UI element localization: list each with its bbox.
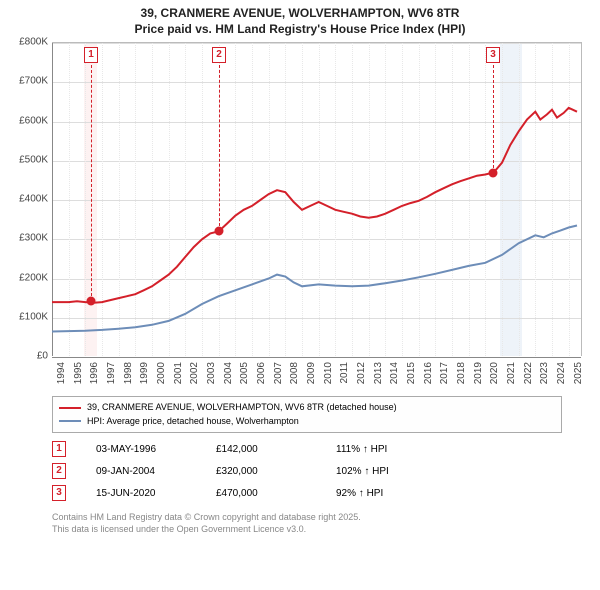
legend-swatch — [59, 407, 81, 409]
x-axis-label: 1999 — [139, 362, 150, 384]
x-axis-label: 2000 — [156, 362, 167, 384]
marker-table-price: £470,000 — [216, 488, 306, 499]
x-axis-label: 2017 — [439, 362, 450, 384]
x-axis-label: 2016 — [423, 362, 434, 384]
series-hpi — [52, 226, 577, 332]
marker-table: 1 03-MAY-1996 £142,000 111% ↑ HPI 2 09-JAN-20… — [52, 438, 426, 504]
footnote: Contains HM Land Registry data © Crown c… — [52, 512, 361, 535]
y-axis-label: £200K — [0, 272, 48, 283]
chart-container: 39, CRANMERE AVENUE, WOLVERHAMPTON, WV6 … — [0, 0, 600, 590]
marker-dot — [87, 297, 96, 306]
x-axis-label: 2025 — [573, 362, 584, 384]
y-axis-label: £800K — [0, 37, 48, 48]
x-axis-label: 2003 — [206, 362, 217, 384]
marker-line — [493, 65, 494, 173]
title-line-2: Price paid vs. HM Land Registry's House … — [0, 22, 600, 38]
x-axis-label: 2009 — [306, 362, 317, 384]
legend-swatch — [59, 420, 81, 422]
marker-box: 2 — [212, 47, 226, 63]
x-axis-label: 1998 — [123, 362, 134, 384]
title-line-1: 39, CRANMERE AVENUE, WOLVERHAMPTON, WV6 … — [0, 6, 600, 22]
footnote-line-2: This data is licensed under the Open Gov… — [52, 524, 361, 536]
legend-row: HPI: Average price, detached house, Wolv… — [59, 415, 555, 429]
chart-plot-area: 1 2 3 — [52, 42, 582, 356]
x-axis-label: 2014 — [389, 362, 400, 384]
title-block: 39, CRANMERE AVENUE, WOLVERHAMPTON, WV6 … — [0, 0, 600, 39]
x-axis-label: 1996 — [89, 362, 100, 384]
legend-label: HPI: Average price, detached house, Wolv… — [87, 415, 299, 429]
marker-table-price: £142,000 — [216, 444, 306, 455]
x-axis-label: 1997 — [106, 362, 117, 384]
x-axis-label: 2021 — [506, 362, 517, 384]
legend: 39, CRANMERE AVENUE, WOLVERHAMPTON, WV6 … — [52, 396, 562, 433]
x-axis-label: 2012 — [356, 362, 367, 384]
y-axis-label: £500K — [0, 154, 48, 165]
y-axis-label: £0 — [0, 351, 48, 362]
x-axis-label: 2018 — [456, 362, 467, 384]
marker-table-pct: 92% ↑ HPI — [336, 488, 426, 499]
y-axis-label: £100K — [0, 311, 48, 322]
x-axis-label: 2006 — [256, 362, 267, 384]
footnote-line-1: Contains HM Land Registry data © Crown c… — [52, 512, 361, 524]
x-axis-label: 2015 — [406, 362, 417, 384]
marker-box: 1 — [84, 47, 98, 63]
legend-label: 39, CRANMERE AVENUE, WOLVERHAMPTON, WV6 … — [87, 401, 397, 415]
marker-table-box: 1 — [52, 441, 66, 457]
x-axis-label: 2001 — [173, 362, 184, 384]
marker-table-row: 1 03-MAY-1996 £142,000 111% ↑ HPI — [52, 438, 426, 460]
x-axis-label: 2024 — [556, 362, 567, 384]
series-svg — [52, 43, 582, 357]
x-axis-label: 2008 — [289, 362, 300, 384]
marker-line — [219, 65, 220, 231]
x-axis-label: 2019 — [473, 362, 484, 384]
marker-table-date: 15-JUN-2020 — [96, 488, 186, 499]
marker-line — [91, 65, 92, 301]
x-axis-label: 2002 — [189, 362, 200, 384]
marker-table-price: £320,000 — [216, 466, 306, 477]
y-gridline — [52, 357, 581, 358]
y-axis-label: £400K — [0, 194, 48, 205]
marker-dot — [215, 227, 224, 236]
x-axis-label: 2011 — [339, 362, 350, 384]
marker-table-pct: 102% ↑ HPI — [336, 466, 426, 477]
marker-table-date: 03-MAY-1996 — [96, 444, 186, 455]
x-axis-label: 2013 — [373, 362, 384, 384]
x-axis-label: 2010 — [323, 362, 334, 384]
x-axis-label: 2005 — [239, 362, 250, 384]
x-axis-label: 1995 — [73, 362, 84, 384]
marker-box: 3 — [486, 47, 500, 63]
marker-table-row: 3 15-JUN-2020 £470,000 92% ↑ HPI — [52, 482, 426, 504]
marker-dot — [489, 168, 498, 177]
x-axis-label: 2020 — [489, 362, 500, 384]
x-axis-label: 1994 — [56, 362, 67, 384]
marker-table-box: 3 — [52, 485, 66, 501]
series-price_paid — [52, 108, 577, 303]
marker-table-pct: 111% ↑ HPI — [336, 444, 426, 455]
x-axis-label: 2007 — [273, 362, 284, 384]
x-axis-label: 2022 — [523, 362, 534, 384]
marker-table-date: 09-JAN-2004 — [96, 466, 186, 477]
marker-table-box: 2 — [52, 463, 66, 479]
legend-row: 39, CRANMERE AVENUE, WOLVERHAMPTON, WV6 … — [59, 401, 555, 415]
x-axis-label: 2023 — [539, 362, 550, 384]
y-axis-label: £300K — [0, 233, 48, 244]
y-axis-label: £700K — [0, 76, 48, 87]
x-axis-label: 2004 — [223, 362, 234, 384]
marker-table-row: 2 09-JAN-2004 £320,000 102% ↑ HPI — [52, 460, 426, 482]
y-axis-label: £600K — [0, 115, 48, 126]
